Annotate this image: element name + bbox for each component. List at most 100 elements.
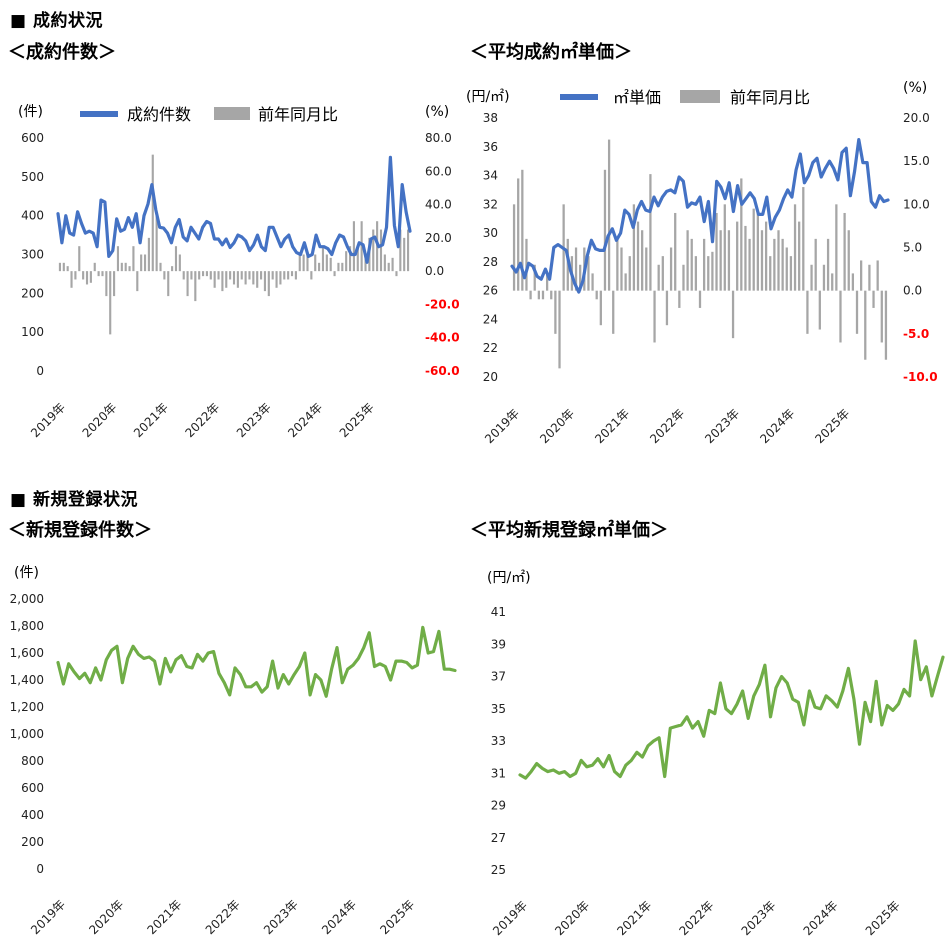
bar-yoy-change xyxy=(321,246,325,272)
bar-yoy-change xyxy=(306,254,309,272)
bar-yoy-change xyxy=(620,247,623,291)
bar-yoy-change xyxy=(190,271,193,280)
bar-yoy-change xyxy=(653,290,656,343)
bar-yoy-change xyxy=(550,290,553,300)
bar-yoy-change xyxy=(835,204,838,291)
y-tick-label: 27 xyxy=(491,831,506,845)
bar-yoy-change xyxy=(186,271,189,297)
bar-yoy-change xyxy=(333,271,336,277)
bar-yoy-change xyxy=(383,254,386,272)
bar-yoy-change xyxy=(574,247,578,291)
y-tick-label: 37 xyxy=(491,670,506,684)
x-tick-label: 2020年 xyxy=(552,898,592,938)
bar-yoy-change xyxy=(785,247,788,291)
bar-yoy-change xyxy=(136,271,139,292)
bar-yoy-change xyxy=(140,254,143,272)
y-tick-label: 0 xyxy=(36,364,44,378)
bar-yoy-change xyxy=(240,271,243,280)
bar-yoy-change xyxy=(271,271,274,280)
y2-tick-label: 10.0 xyxy=(903,197,930,211)
y2-tick-label: 80.0 xyxy=(425,131,452,145)
y2-tick-label: 0.0 xyxy=(903,284,922,298)
bar-yoy-change xyxy=(764,221,768,291)
y-tick-label: 39 xyxy=(491,637,506,651)
bar-yoy-change xyxy=(855,290,859,334)
section-title-contract: ■ 成約状況 xyxy=(10,11,103,31)
bar-yoy-change xyxy=(329,257,332,272)
bar-yoy-change xyxy=(298,254,301,272)
bar-yoy-change xyxy=(318,262,321,272)
chart-title-registration-unit-price: ＜平均新規登録㎡単価＞ xyxy=(470,520,668,541)
bar-yoy-change xyxy=(554,290,557,334)
bar-yoy-change xyxy=(727,230,731,291)
bar-yoy-change xyxy=(89,271,92,283)
y-tick-label: 1,000 xyxy=(10,727,44,741)
bar-yoy-change xyxy=(143,254,147,272)
bar-yoy-change xyxy=(341,262,344,272)
chart-title-contract-unit-price: ＜平均成約㎡単価＞ xyxy=(470,42,632,63)
bar-yoy-change xyxy=(736,221,739,291)
y-tick-label: 400 xyxy=(21,808,44,822)
bar-yoy-change xyxy=(116,246,120,272)
bar-yoy-change xyxy=(624,273,627,291)
bar-yoy-change xyxy=(868,264,871,291)
y-tick-label: 32 xyxy=(483,197,498,211)
bar-yoy-change xyxy=(356,246,359,272)
bar-yoy-change xyxy=(275,271,278,288)
y2-tick-label: 60.0 xyxy=(425,164,452,178)
bar-yoy-change xyxy=(752,208,755,291)
bar-yoy-change xyxy=(777,230,780,291)
bar-yoy-change xyxy=(860,260,863,291)
bar-yoy-change xyxy=(287,271,290,280)
bar-yoy-change xyxy=(128,266,131,272)
x-tick-label: 2019年 xyxy=(490,898,530,938)
bar-yoy-change xyxy=(826,238,830,291)
bar-yoy-change xyxy=(70,271,73,288)
y-tick-label: 100 xyxy=(21,325,44,339)
y-tick-label: 24 xyxy=(483,312,498,326)
legend-swatch-bar xyxy=(214,107,250,120)
bar-yoy-change xyxy=(205,271,208,277)
bar-yoy-change xyxy=(213,271,216,288)
bar-yoy-change xyxy=(636,221,640,291)
legend-label: 成約件数 xyxy=(127,105,191,124)
bar-yoy-change xyxy=(124,262,127,272)
bar-yoy-change xyxy=(348,246,352,272)
x-tick-label: 2022年 xyxy=(676,898,716,938)
y2-tick-label: -5.0 xyxy=(903,327,929,341)
bar-yoy-change xyxy=(352,221,355,272)
bar-yoy-change xyxy=(74,271,77,280)
bar-yoy-change xyxy=(541,290,545,300)
bar-yoy-change xyxy=(201,271,205,277)
y-tick-label: 600 xyxy=(21,131,44,145)
bar-yoy-change xyxy=(698,290,702,308)
y2-tick-label: -40.0 xyxy=(425,331,460,345)
y2-tick-label: -10.0 xyxy=(903,370,938,384)
bar-yoy-change xyxy=(690,238,693,291)
y-tick-label: 30 xyxy=(483,226,498,240)
bar-yoy-change xyxy=(884,290,888,360)
y-tick-label: 35 xyxy=(491,702,506,716)
bar-yoy-change xyxy=(279,271,282,285)
y2-tick-label: 15.0 xyxy=(903,154,930,168)
bar-yoy-change xyxy=(781,238,784,291)
y2-axis-label: (%) xyxy=(903,80,927,96)
bar-yoy-change xyxy=(113,271,116,297)
bar-yoy-change xyxy=(533,264,536,291)
y-tick-label: 22 xyxy=(483,341,498,355)
bar-yoy-change xyxy=(78,246,81,272)
bar-yoy-change xyxy=(723,204,726,291)
bar-yoy-change xyxy=(232,271,236,285)
bar-yoy-change xyxy=(167,271,170,297)
bar-yoy-change xyxy=(880,290,883,343)
bar-yoy-change xyxy=(198,271,201,280)
bar-yoy-change xyxy=(587,256,590,291)
bar-yoy-change xyxy=(603,169,607,291)
bar-yoy-change xyxy=(756,212,759,291)
bar-yoy-change xyxy=(132,246,135,272)
y2-tick-label: -20.0 xyxy=(425,297,460,311)
y-tick-label: 1,800 xyxy=(10,619,44,633)
bar-yoy-change xyxy=(151,154,154,272)
bar-yoy-change xyxy=(387,262,390,272)
